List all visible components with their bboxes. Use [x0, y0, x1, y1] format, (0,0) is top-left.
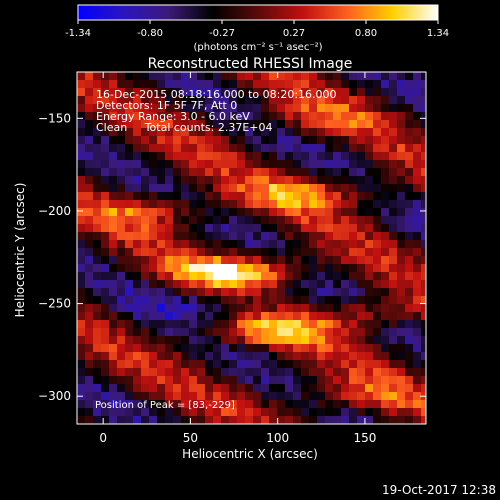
colorbar-tick-label: 0.80 [355, 28, 377, 39]
x-tick-label: 100 [266, 431, 289, 445]
y-tick-label: −300 [38, 389, 71, 403]
plot-frame [76, 71, 427, 425]
colorbar [77, 4, 439, 21]
colorbar-unit-label: (photons cm⁻² s⁻¹ asec⁻²) [193, 42, 322, 53]
footer-timestamp: 19-Oct-2017 12:38 [382, 483, 496, 497]
x-tick-label: 150 [353, 431, 376, 445]
x-tick-label: 0 [99, 431, 107, 445]
x-tick-label: 50 [183, 431, 198, 445]
colorbar-tick-label: -0.27 [209, 28, 235, 39]
y-tick-label: −200 [38, 204, 71, 218]
colorbar-tick-label: -0.80 [137, 28, 163, 39]
peak-position-label: Position of Peak = [83,-229] [95, 400, 235, 411]
y-tick-label: −250 [38, 297, 71, 311]
colorbar-tick-label: 0.27 [283, 28, 305, 39]
heatmap-image [77, 72, 426, 424]
y-axis-label: Heliocentric Y (arcsec) [13, 183, 27, 318]
axis-ticks: 0 50 100 150 −150 −200 −250 −300 [38, 72, 426, 445]
annotation-energy-range: Energy Range: 3.0 - 6.0 keV [96, 110, 250, 123]
annotation-time-range: 16-Dec-2015 08:18:16.000 to 08:20:16.000 [96, 88, 337, 101]
chart-title: Reconstructed RHESSI Image [148, 56, 353, 72]
colorbar-tick-label: 1.34 [427, 28, 449, 39]
annotation-block: 16-Dec-2015 08:18:16.000 to 08:20:16.000… [96, 88, 337, 134]
x-axis-label: Heliocentric X (arcsec) [182, 447, 318, 461]
annotation-clean-counts: Clean Total counts: 2.37E+04 [96, 121, 273, 134]
colorbar-tick-label: -1.34 [65, 28, 91, 39]
y-tick-label: −150 [38, 111, 71, 125]
annotation-detectors: Detectors: 1F 5F 7F, Att 0 [96, 99, 237, 112]
colorbar-ticks: -1.34 -0.80 -0.27 0.27 0.80 1.34 [65, 20, 449, 39]
